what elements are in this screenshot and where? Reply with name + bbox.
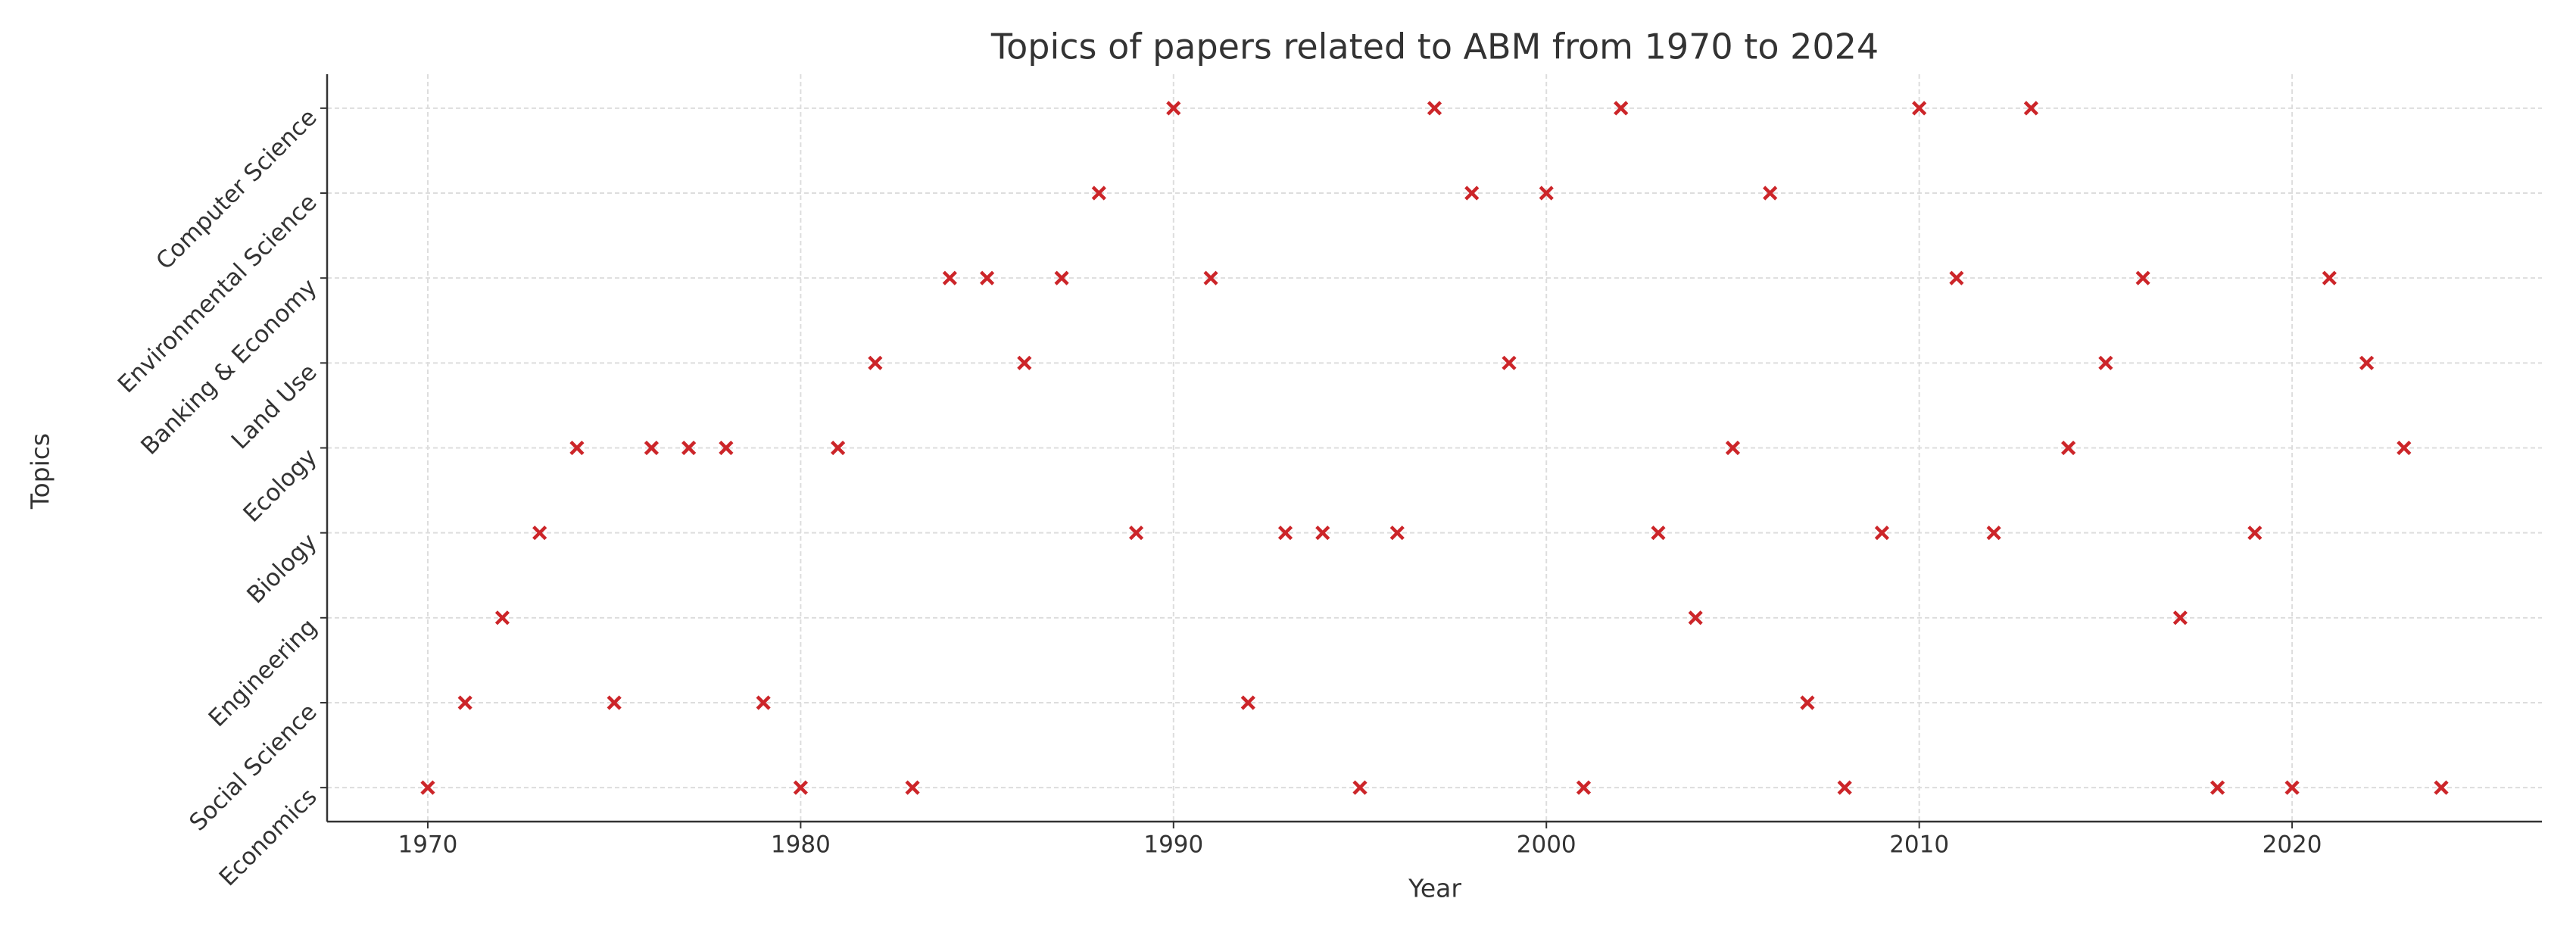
chart-title: Topics of papers related to ABM from 197… — [990, 27, 1879, 67]
point — [1352, 780, 1368, 795]
point — [2397, 440, 2412, 456]
point — [420, 780, 435, 795]
point — [457, 695, 472, 710]
y-tick-label: Ecology — [239, 444, 323, 528]
point — [1389, 526, 1405, 541]
x-tick-label: 1980 — [771, 831, 831, 859]
point — [2359, 355, 2375, 370]
point — [1240, 695, 1255, 710]
point — [1874, 526, 1890, 541]
point — [2210, 780, 2225, 795]
point — [1912, 101, 1927, 116]
point — [1614, 101, 1629, 116]
x-tick-label: 2010 — [1889, 831, 1949, 859]
point — [1539, 186, 1554, 201]
point — [2284, 780, 2300, 795]
point — [1091, 186, 1106, 201]
point — [1128, 526, 1144, 541]
point — [2434, 780, 2449, 795]
point — [979, 270, 995, 285]
point — [1800, 695, 1815, 710]
point — [1203, 270, 1218, 285]
point — [1427, 101, 1442, 116]
point — [1837, 780, 1852, 795]
x-axis-label: Year — [1408, 874, 1461, 903]
point — [2061, 440, 2076, 456]
point — [2247, 526, 2263, 541]
y-tick-label: Biology — [242, 529, 322, 609]
point — [1502, 355, 1517, 370]
point — [793, 780, 808, 795]
point — [2135, 270, 2150, 285]
point — [2098, 355, 2113, 370]
point — [1054, 270, 1069, 285]
y-tick-label: Computer Science — [151, 104, 322, 275]
point — [569, 440, 585, 456]
point — [719, 440, 734, 456]
point — [1986, 526, 2001, 541]
point — [1949, 270, 1964, 285]
point — [2322, 270, 2337, 285]
point — [1651, 526, 1666, 541]
point — [1763, 186, 1778, 201]
point — [1277, 526, 1293, 541]
point — [494, 610, 510, 625]
point — [1688, 610, 1703, 625]
point — [1725, 440, 1741, 456]
point — [905, 780, 920, 795]
x-tick-label: 1990 — [1143, 831, 1203, 859]
x-tick-label: 1970 — [398, 831, 458, 859]
point — [1576, 780, 1592, 795]
point — [1166, 101, 1181, 116]
point — [1315, 526, 1330, 541]
point — [607, 695, 622, 710]
point — [644, 440, 659, 456]
point — [942, 270, 957, 285]
x-tick-label: 2000 — [1517, 831, 1576, 859]
point — [756, 695, 771, 710]
point — [532, 526, 547, 541]
y-axis-label: Topics — [26, 433, 55, 510]
point — [2172, 610, 2188, 625]
point — [681, 440, 697, 456]
point — [1464, 186, 1480, 201]
x-tick-label: 2020 — [2263, 831, 2322, 859]
point — [868, 355, 883, 370]
point — [1017, 355, 1032, 370]
point — [2023, 101, 2038, 116]
point — [831, 440, 846, 456]
